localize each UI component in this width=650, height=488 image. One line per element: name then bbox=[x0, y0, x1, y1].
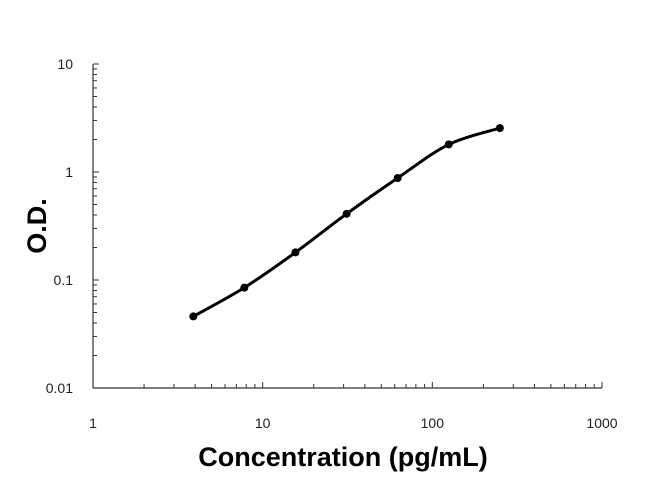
data-point bbox=[240, 283, 249, 292]
data-points bbox=[189, 124, 504, 321]
y-axis-label: O.D. bbox=[22, 198, 52, 254]
x-axis-label: Concentration (pg/mL) bbox=[198, 442, 487, 472]
y-tick-label: 10 bbox=[57, 56, 73, 72]
data-point bbox=[444, 140, 453, 149]
data-point bbox=[291, 248, 300, 257]
x-tick-label: 100 bbox=[421, 415, 445, 431]
fit-curve-layer bbox=[191, 126, 502, 318]
x-tick-label: 10 bbox=[255, 415, 271, 431]
y-tick-label: 0.01 bbox=[46, 380, 73, 396]
y-tick-label: 0.1 bbox=[54, 272, 74, 288]
x-tick-label: 1 bbox=[89, 415, 97, 431]
data-point bbox=[189, 312, 198, 321]
axes bbox=[92, 64, 602, 389]
data-point bbox=[342, 209, 351, 218]
y-tick-label: 1 bbox=[65, 164, 73, 180]
data-point bbox=[393, 173, 402, 182]
ticks bbox=[92, 63, 603, 389]
tick-labels: 1 10 100 1000 0.01 0.1 1 10 bbox=[46, 56, 618, 431]
x-tick-label: 1000 bbox=[586, 415, 617, 431]
data-point bbox=[495, 124, 504, 133]
fit-curve bbox=[191, 126, 502, 318]
